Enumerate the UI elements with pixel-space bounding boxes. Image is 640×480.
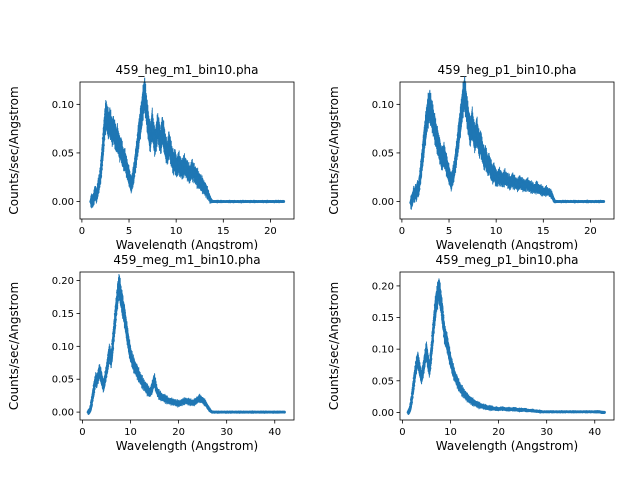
axes-frame <box>79 81 295 220</box>
y-tick-label: 0.00 <box>52 408 74 419</box>
x-tick-label: 20 <box>264 226 277 237</box>
x-tick-label: 20 <box>584 226 597 237</box>
plot-heg_p1: 459_heg_p1_bin10.pha 0 5 10 15 20 0.00 0.05 0.10… <box>327 63 615 250</box>
y-axis-label: Counts/sec/Angstrom <box>7 86 21 214</box>
x-tick-label: 5 <box>126 226 132 237</box>
x-tick-label: 15 <box>537 226 550 237</box>
y-tick-label: 0.00 <box>372 408 394 419</box>
x-axis-label: Wavelength (Angstrom) <box>116 238 258 250</box>
x-tick-label: 0 <box>399 226 405 237</box>
y-axis-label: Counts/sec/Angstrom <box>7 282 21 410</box>
x-axis-label: Wavelength (Angstrom) <box>116 439 258 453</box>
x-axis-label: Wavelength (Angstrom) <box>436 439 578 453</box>
x-tick-label: 15 <box>217 226 230 237</box>
panel-heg-m1: 459_heg_m1_bin10.pha 0 5 10 15 20 0.00 0.05 0.10… <box>0 20 320 250</box>
x-tick-label: 40 <box>588 427 601 438</box>
y-tick-label: 0.10 <box>372 345 394 356</box>
y-tick-label: 0.10 <box>52 100 74 111</box>
x-tick-label: 10 <box>124 427 137 438</box>
data-series <box>409 77 606 210</box>
panel-meg-p1: 459_meg_p1_bin10.pha 0 10 20 30 40 0.00 0.05 0.1… <box>320 240 640 480</box>
x-tick-label: 20 <box>172 427 185 438</box>
x-tick-label: 0 <box>79 427 85 438</box>
x-tick-label: 20 <box>492 427 505 438</box>
y-tick-label: 0.00 <box>372 197 394 208</box>
y-tick-label: 0.05 <box>52 148 74 159</box>
y-tick-label: 0.15 <box>372 313 394 324</box>
y-tick-label: 0.10 <box>372 100 394 111</box>
y-tick-label: 0.10 <box>52 342 74 353</box>
axes-frame <box>399 271 615 421</box>
plot-title: 459_meg_m1_bin10.pha <box>113 253 260 267</box>
plot-meg_m1: 459_meg_m1_bin10.pha 0 10 20 30 40 0.00 0.05 0.1… <box>7 253 295 453</box>
y-tick-label: 0.20 <box>52 276 74 287</box>
x-axis-label: Wavelength (Angstrom) <box>436 238 578 250</box>
plot-meg_p1: 459_meg_p1_bin10.pha 0 10 20 30 40 0.00 0.05 0.1… <box>327 253 615 453</box>
plot-title: 459_heg_m1_bin10.pha <box>115 63 258 77</box>
x-tick-label: 0 <box>79 226 85 237</box>
x-tick-label: 0 <box>399 427 405 438</box>
y-tick-label: 0.15 <box>52 309 74 320</box>
x-tick-label: 30 <box>220 427 233 438</box>
y-tick-label: 0.00 <box>52 197 74 208</box>
axes-frame <box>399 81 615 220</box>
y-tick-label: 0.05 <box>52 375 74 386</box>
x-tick-label: 5 <box>446 226 452 237</box>
x-tick-label: 10 <box>490 226 503 237</box>
y-tick-label: 0.05 <box>372 148 394 159</box>
y-tick-label: 0.05 <box>372 376 394 387</box>
plot-title: 459_meg_p1_bin10.pha <box>435 253 578 267</box>
y-axis-label: Counts/sec/Angstrom <box>327 282 341 410</box>
x-tick-label: 10 <box>170 226 183 237</box>
plot-title: 459_heg_p1_bin10.pha <box>438 63 577 77</box>
plot-heg_m1: 459_heg_m1_bin10.pha 0 5 10 15 20 0.00 0.05 0.10… <box>7 63 295 250</box>
panel-meg-m1: 459_meg_m1_bin10.pha 0 10 20 30 40 0.00 0.05 0.1… <box>0 240 320 480</box>
x-tick-label: 30 <box>540 427 553 438</box>
y-tick-label: 0.20 <box>372 281 394 292</box>
x-tick-label: 40 <box>268 427 281 438</box>
data-series <box>89 78 286 208</box>
data-series <box>406 278 606 415</box>
y-axis-label: Counts/sec/Angstrom <box>327 86 341 214</box>
panel-heg-p1: 459_heg_p1_bin10.pha 0 5 10 15 20 0.00 0.05 0.10… <box>320 20 640 250</box>
data-series <box>86 273 286 415</box>
x-tick-label: 10 <box>444 427 457 438</box>
